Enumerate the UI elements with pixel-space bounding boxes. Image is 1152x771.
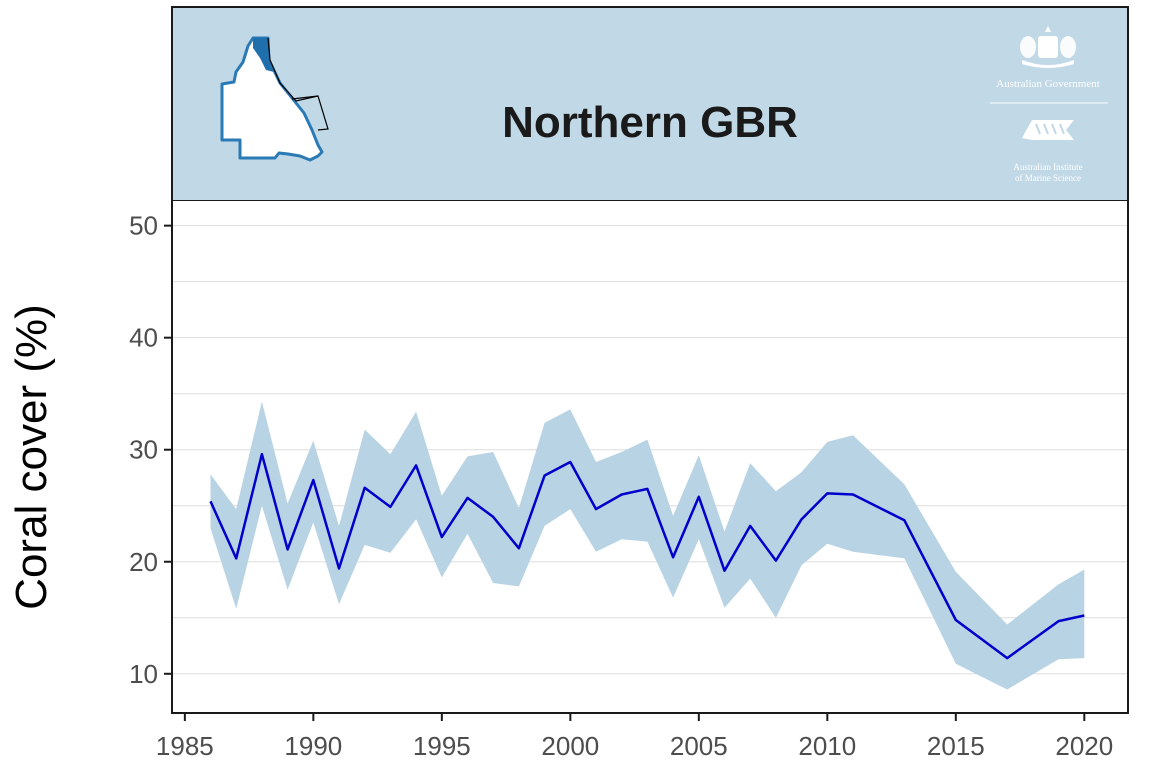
coral-cover-line xyxy=(209,452,1085,660)
x-tick-label: 2015 xyxy=(927,731,985,761)
y-tick-label: 40 xyxy=(129,323,158,353)
confidence-band xyxy=(210,401,1085,690)
x-tick-label: 1990 xyxy=(284,731,342,761)
page-title: Northern GBR xyxy=(502,98,798,147)
government-logo-text: Australian Government xyxy=(996,78,1100,90)
y-axis-ticks: 10 20 30 40 50 xyxy=(129,211,172,689)
x-tick-label: 1985 xyxy=(156,731,214,761)
queensland-map-icon xyxy=(220,36,329,162)
header-background xyxy=(171,6,1129,202)
australian-government-logo: Australian Government xyxy=(990,26,1108,104)
aims-logo: Australian Institute of Marine Science xyxy=(1013,120,1083,183)
y-tick-label: 50 xyxy=(129,211,158,241)
y-tick-label: 20 xyxy=(129,547,158,577)
y-tick-label: 30 xyxy=(129,435,158,465)
x-tick-label: 2000 xyxy=(541,731,599,761)
y-tick-label: 10 xyxy=(129,659,158,689)
x-tick-label: 2020 xyxy=(1055,731,1113,761)
header-panel: Northern GBR Australian Government Austr… xyxy=(171,6,1129,202)
aims-logo-text-line1: Australian Institute xyxy=(1013,162,1082,172)
y-axis-label: Coral cover (%) xyxy=(7,304,56,610)
x-axis-ticks: 1985 1990 1995 2000 2005 2010 2015 2020 xyxy=(156,713,1113,761)
plot-panel: 10 20 30 40 50 1985 1990 1995 2000 2005 2010 2015 2… xyxy=(129,201,1129,761)
x-tick-label: 2010 xyxy=(798,731,856,761)
x-tick-label: 1995 xyxy=(413,731,471,761)
aims-emblem-icon xyxy=(1022,120,1074,140)
coat-of-arms-icon xyxy=(1020,26,1076,68)
aims-logo-text-line2: of Marine Science xyxy=(1015,173,1081,183)
x-tick-label: 2005 xyxy=(670,731,728,761)
